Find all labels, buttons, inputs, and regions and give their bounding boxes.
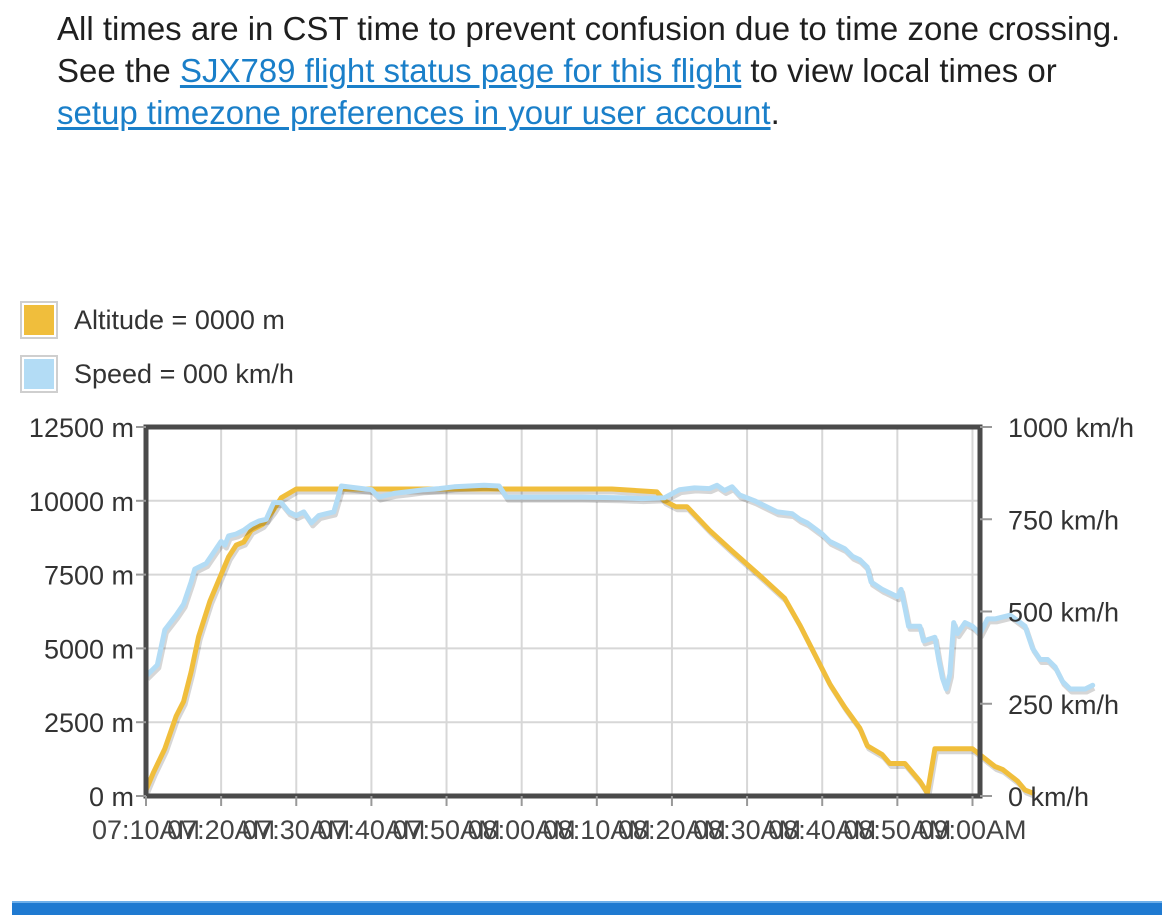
- y-left-tick-label: 7500 m: [44, 561, 134, 591]
- timezone-preferences-link[interactable]: setup timezone preferences in your user …: [57, 94, 771, 131]
- y-left-tick-label: 2500 m: [44, 708, 134, 738]
- x-tick-label: 07:40AM: [317, 815, 425, 845]
- series-altitude-shadow: [145, 489, 1036, 799]
- y-left-tick-label: 0 m: [89, 782, 134, 812]
- y-left-tick-label: 10000 m: [29, 487, 134, 517]
- x-tick-label: 08:30AM: [693, 815, 801, 845]
- y-left-tick-label: 5000 m: [44, 634, 134, 664]
- y-right-tick-label: 1000 km/h: [1008, 413, 1134, 443]
- legend-speed[interactable]: Speed = 000 km/h: [20, 352, 294, 396]
- series-altitude-line: [143, 486, 1036, 796]
- legend-altitude-swatch-frame: [20, 301, 58, 339]
- x-tick-label: 08:50AM: [843, 815, 951, 845]
- legend-speed-label: Speed = 000 km/h: [74, 358, 294, 389]
- x-tick-label: 08:40AM: [768, 815, 876, 845]
- y-left-tick-label: 12500 m: [29, 413, 134, 443]
- series-speed-line: [143, 482, 1096, 692]
- x-tick-label: 09:00AM: [918, 815, 1026, 845]
- notice-text-2: to view local times or: [741, 52, 1057, 89]
- legend-speed-swatch: [24, 359, 54, 389]
- x-tick-label: 07:50AM: [393, 815, 501, 845]
- flight-status-link[interactable]: SJX789 flight status page for this fligh…: [179, 52, 742, 89]
- x-tick-label: 07:20AM: [167, 815, 275, 845]
- y-right-tick-label: 0 km/h: [1008, 782, 1089, 812]
- notice-text-1: All times are in CST time to prevent con…: [57, 10, 1121, 89]
- legend-altitude-label: Altitude = 0000 m: [74, 304, 285, 335]
- x-tick-label: 08:20AM: [618, 815, 726, 845]
- x-tick-label: 08:10AM: [543, 815, 651, 845]
- y-right-tick-label: 250 km/h: [1008, 690, 1119, 720]
- timezone-notice: All times are in CST time to prevent con…: [57, 8, 1137, 134]
- x-tick-label: 08:00AM: [468, 815, 576, 845]
- x-tick-label: 07:10AM: [92, 815, 200, 845]
- legend-speed-swatch-frame: [20, 355, 58, 393]
- y-right-tick-label: 500 km/h: [1008, 598, 1119, 628]
- bottom-blue-bar: [12, 901, 1162, 915]
- legend-altitude-swatch: [24, 305, 54, 335]
- legend-altitude[interactable]: Altitude = 0000 m: [20, 298, 285, 342]
- notice-text-3: .: [770, 94, 780, 131]
- flight-chart: 0 m 2500 m 5000 m 7500 m 10000 m 12500 m 0 km/…: [29, 413, 1134, 845]
- y-right-tick-label: 750 km/h: [1008, 505, 1119, 535]
- plot-frame: [143, 424, 983, 799]
- x-tick-label: 07:30AM: [242, 815, 350, 845]
